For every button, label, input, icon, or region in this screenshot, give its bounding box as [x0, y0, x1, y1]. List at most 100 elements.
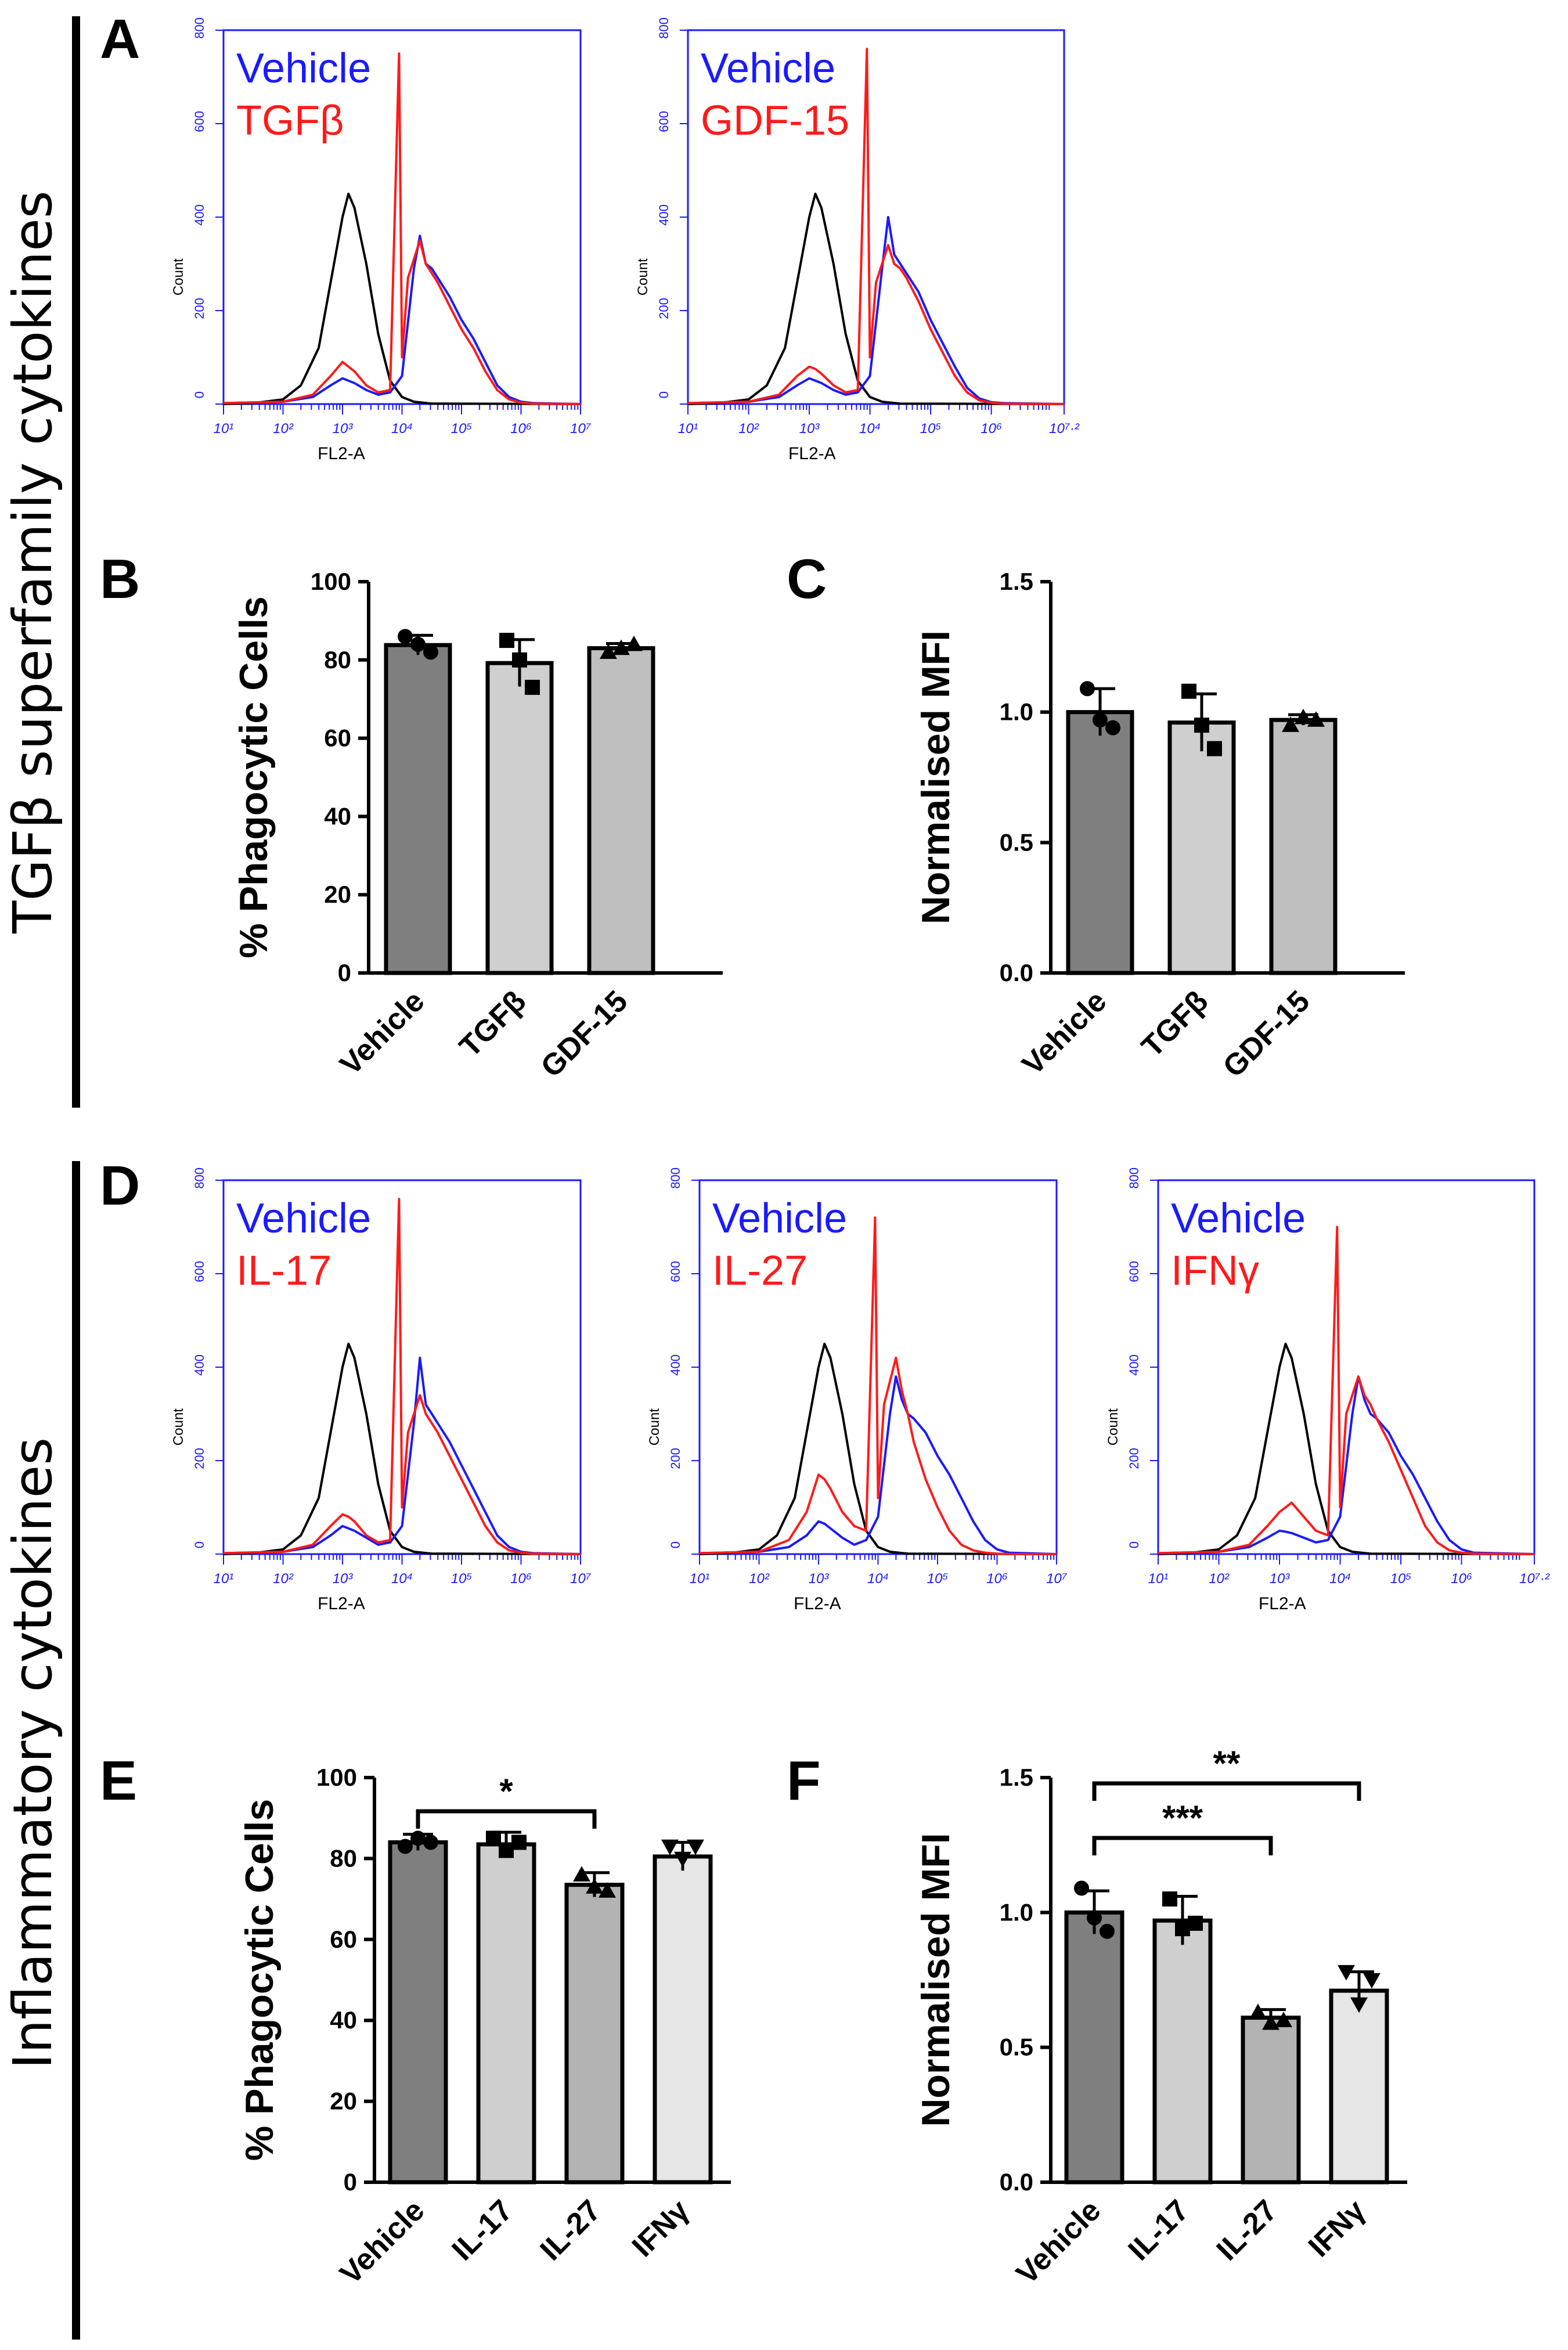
- histogram-il17: 0 200 400 600 800 10¹ 10² 10³ 10⁴ 10⁵ 10⁶ 10⁷ FL2-A C…: [171, 1167, 592, 1613]
- data-point-triangle: [1295, 708, 1312, 725]
- bar-chart-f-mfi: 0.0 0.5 1.0 1.5 Normalised MFI Vehicle IL-17 IL…: [914, 1744, 1407, 2291]
- data-point-circle: [398, 629, 413, 644]
- x-tick-label: 10⁶: [981, 421, 1002, 437]
- histogram-series-treatment: [223, 1198, 581, 1555]
- bar: [388, 1840, 448, 2185]
- data-point-triangle: [612, 639, 630, 655]
- y-tick-label: 800: [657, 17, 671, 39]
- histogram-series-vehicle: [223, 235, 581, 405]
- significance-bracket: [416, 1809, 597, 1829]
- y-axis-label: Normalised MFI: [914, 1833, 958, 2126]
- histogram-series-unstained: [223, 192, 581, 405]
- significance-label: *: [499, 1772, 513, 1811]
- panel-letter-b: B: [100, 548, 140, 610]
- bar: [1241, 2016, 1301, 2185]
- y-tick-label: 0: [668, 1541, 683, 1548]
- histogram-tgfb: 0 200 400 600 800 10¹ 10² 10³ 10⁴ 10⁵ 10⁶ 10⁷ FL2-A C…: [171, 17, 592, 463]
- section-label-inflammatory: Inflammatory cytokines: [2, 1437, 64, 2069]
- y-tick-label: 0: [657, 391, 671, 398]
- y-axis-label: % Phagocytic Cells: [232, 596, 276, 958]
- histogram-gdf15: 0 200 400 600 800 10¹ 10² 10³ 10⁴ 10⁵ 10⁶ 10⁷·² FL2-…: [635, 17, 1080, 463]
- y-tick-label: 1.0: [1000, 698, 1033, 726]
- x-tick-label: 10²: [1209, 1571, 1230, 1587]
- data-point-square: [1175, 1921, 1190, 1937]
- category-label: IL-17: [1122, 2193, 1196, 2267]
- x-tick-label: 10²: [749, 1571, 770, 1587]
- data-point-circle: [423, 644, 438, 660]
- legend-vehicle: Vehicle: [1171, 1195, 1306, 1242]
- data-point-triangle: [1249, 2003, 1267, 2019]
- significance-label: ***: [1162, 1798, 1203, 1837]
- x-tick-label: 10⁶: [510, 1571, 532, 1587]
- x-tick-label: 10³: [799, 421, 820, 437]
- x-tick-label: 10¹: [214, 1571, 234, 1587]
- x-tick-label: 10⁵: [927, 1571, 949, 1587]
- y-tick-label: 0: [1127, 1541, 1141, 1548]
- x-tick-label: 10³: [333, 1571, 354, 1587]
- histogram-series-unstained: [223, 1342, 581, 1555]
- legend-vehicle: Vehicle: [712, 1195, 847, 1242]
- data-point-square: [1162, 1891, 1177, 1907]
- data-point-square: [512, 652, 527, 668]
- y-tick-label: 600: [192, 111, 207, 132]
- y-tick-label: 400: [657, 204, 671, 226]
- category-label: Vehicle: [1010, 2193, 1108, 2291]
- x-tick-label: 10⁷·²: [1049, 421, 1080, 437]
- legend-vehicle: Vehicle: [236, 1195, 371, 1242]
- histogram-series-vehicle: [699, 1375, 1057, 1555]
- data-point-square: [499, 1843, 514, 1858]
- x-tick-label: 10³: [809, 1571, 830, 1587]
- data-point-triangle: [625, 635, 643, 651]
- y-tick-label: 200: [1127, 1448, 1141, 1469]
- x-tick-label: 10⁶: [986, 1571, 1008, 1587]
- y-tick-label: 0.0: [1000, 959, 1033, 986]
- data-point-triangle: [1307, 711, 1325, 727]
- data-point-triangle: [1262, 2014, 1279, 2030]
- category-label: Vehicle: [334, 2193, 431, 2291]
- histogram-ifng: 0 200 400 600 800 10¹ 10² 10³ 10⁴ 10⁵ 10⁶ 10⁷·² FL2-…: [1105, 1167, 1550, 1613]
- section-bar-bottom: [72, 1161, 80, 2340]
- y-axis-label: Count: [171, 1408, 186, 1446]
- y-tick-label: 400: [668, 1354, 683, 1376]
- y-tick-label: 20: [324, 881, 351, 908]
- x-tick-label: 10⁴: [1329, 1571, 1351, 1587]
- data-point-triangle-down: [661, 1839, 679, 1855]
- significance-label: **: [1213, 1744, 1241, 1783]
- data-point-square: [1207, 741, 1222, 756]
- data-point-square: [1194, 718, 1209, 733]
- histogram-series-treatment: [687, 48, 1065, 405]
- y-tick-label: 1.0: [1000, 1898, 1033, 1926]
- x-tick-label: 10⁷: [570, 421, 592, 437]
- data-point-triangle-down: [1338, 1965, 1355, 1981]
- y-tick-label: 40: [324, 802, 351, 830]
- y-axis-label: Normalised MFI: [914, 630, 958, 924]
- y-tick-label: 0: [192, 391, 207, 398]
- data-point-triangle: [599, 1882, 616, 1898]
- y-tick-label: 600: [1127, 1261, 1141, 1282]
- y-tick-label: 400: [192, 1354, 207, 1376]
- data-point-square: [499, 633, 514, 648]
- x-tick-label: 10²: [273, 1571, 294, 1587]
- x-tick-label: 10⁵: [451, 421, 473, 437]
- category-label: IL-17: [446, 2193, 520, 2267]
- data-point-circle: [1100, 1923, 1115, 1939]
- x-tick-label: 10⁶: [510, 421, 532, 437]
- histogram-series-vehicle: [223, 1356, 581, 1555]
- y-tick-label: 0.0: [1000, 2168, 1033, 2196]
- y-tick-label: 0: [338, 959, 351, 986]
- y-tick-label: 1.5: [1000, 568, 1033, 595]
- significance-bracket: [1092, 1781, 1361, 1801]
- bar: [1066, 710, 1134, 975]
- y-tick-label: 600: [192, 1261, 207, 1282]
- data-point-triangle-down: [1363, 1973, 1380, 1989]
- bar-chart-b-phagocytic: 0 20 40 60 80 100 % Phagocytic Cells Vehicle TGF…: [232, 568, 723, 1084]
- x-tick-label: 10²: [738, 421, 759, 437]
- significance-bracket: [1092, 1836, 1273, 1855]
- category-label: GDF-15: [535, 984, 635, 1084]
- y-tick-label: 800: [192, 1167, 207, 1189]
- legend-treatment: IFNγ: [1171, 1248, 1259, 1294]
- bar: [564, 1883, 625, 2185]
- data-point-square: [486, 1830, 501, 1846]
- x-tick-label: 10¹: [690, 1571, 710, 1587]
- x-tick-label: 10⁶: [1451, 1571, 1472, 1587]
